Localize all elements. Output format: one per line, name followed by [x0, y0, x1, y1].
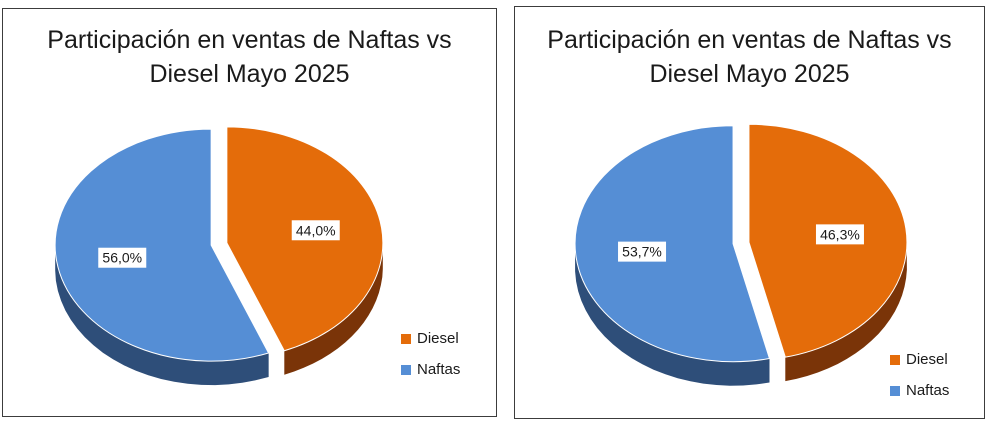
chart-panel-right: Participación en ventas de Naftas vs Die… — [514, 6, 985, 419]
chart-panel-left: Participación en ventas de Naftas vs Die… — [2, 8, 497, 417]
legend-item-naftas: Naftas — [890, 375, 949, 406]
pie-slice-side-naftas — [55, 246, 269, 386]
data-label-box-naftas — [98, 247, 147, 268]
legend-label-diesel: Diesel — [906, 351, 948, 368]
chart-legend: Diesel Naftas — [401, 323, 460, 385]
legend-label-naftas: Naftas — [417, 361, 461, 378]
legend-swatch-naftas — [890, 385, 900, 396]
chart-title: Participación en ventas de Naftas vs Die… — [3, 23, 496, 91]
pie-slice-side-diesel — [284, 245, 383, 375]
data-label-diesel: 46,3% — [820, 226, 860, 242]
pie-chart: 44,0% 56,0% — [54, 126, 384, 386]
data-label-naftas: 53,7% — [622, 244, 662, 260]
pie-slice-side-naftas — [575, 247, 770, 386]
chart-legend: Diesel Naftas — [890, 344, 949, 406]
legend-swatch-naftas — [401, 364, 411, 375]
data-label-box-diesel — [815, 224, 864, 245]
pie-slice-naftas — [54, 128, 270, 362]
legend-swatch-diesel — [890, 354, 900, 365]
chart-title: Participación en ventas de Naftas vs Die… — [515, 23, 984, 91]
chart-title-line-2: Diesel Mayo 2025 — [649, 60, 850, 88]
legend-label-naftas: Naftas — [906, 382, 950, 399]
chart-title-line-1: Participación en ventas de Naftas vs — [47, 26, 452, 54]
legend-label-diesel: Diesel — [417, 330, 459, 347]
pie-slice-side-diesel — [785, 237, 907, 382]
data-label-naftas: 56,0% — [102, 250, 142, 266]
legend-swatch-diesel — [401, 333, 411, 344]
legend-item-diesel: Diesel — [890, 344, 949, 375]
legend-item-diesel: Diesel — [401, 323, 460, 354]
legend-item-naftas: Naftas — [401, 354, 460, 385]
data-label-diesel: 44,0% — [296, 222, 336, 238]
chart-title-line-1: Participación en ventas de Naftas vs — [547, 26, 952, 54]
data-label-box-diesel — [291, 220, 340, 241]
chart-title-line-2: Diesel Mayo 2025 — [149, 60, 350, 88]
pie-slice-naftas — [574, 125, 771, 363]
pie-chart: 46,3% 53,7% — [574, 123, 908, 386]
data-label-box-naftas — [618, 241, 667, 262]
